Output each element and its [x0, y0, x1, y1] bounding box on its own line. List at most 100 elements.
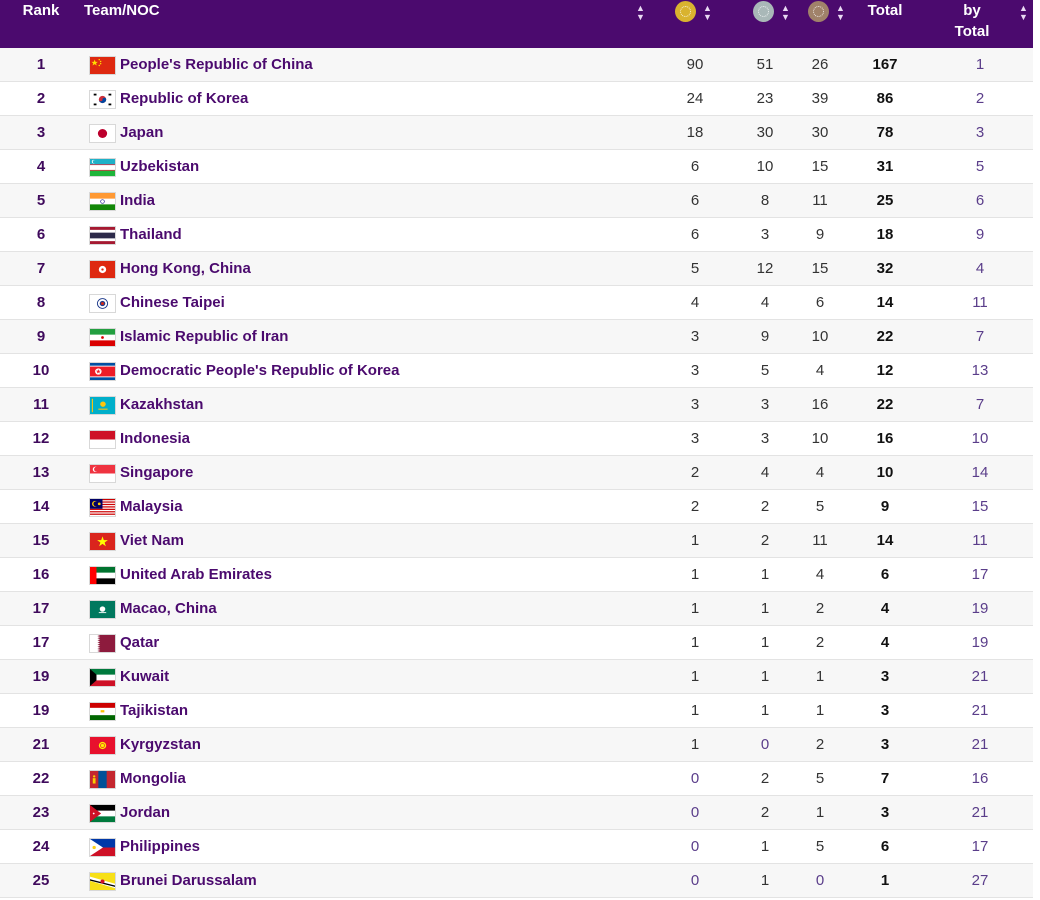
rank-by-total: 19 [971, 634, 989, 651]
silver-count: 1 [760, 600, 770, 617]
silver-count: 2 [760, 532, 770, 549]
team-link[interactable]: Democratic People's Republic of Korea [120, 362, 400, 379]
by-total-header[interactable]: by Total [950, 0, 994, 42]
table-row: 23 Jordan 0 2 1 3 21 [0, 796, 1033, 830]
silver-count: 23 [756, 90, 774, 107]
kuwait-flag-icon [89, 668, 116, 687]
bronze-count: 4 [815, 362, 825, 379]
kyrgyzstan-flag-icon [89, 736, 116, 755]
team-link[interactable]: Malaysia [120, 498, 183, 515]
table-row: 5 India 6 8 11 25 6 [0, 184, 1033, 218]
silver-count: 2 [760, 804, 770, 821]
gold-count: 24 [686, 90, 704, 107]
total-count: 9 [880, 498, 890, 515]
gold-count: 6 [690, 192, 700, 209]
team-link[interactable]: Brunei Darussalam [120, 872, 257, 889]
team-link[interactable]: Kazakhstan [120, 396, 204, 413]
qatar-flag-icon [89, 634, 116, 653]
team-link[interactable]: Qatar [120, 634, 160, 651]
rank-cell: 2 [36, 90, 46, 107]
total-count: 4 [880, 600, 890, 617]
total-count: 3 [880, 668, 890, 685]
team-link[interactable]: Jordan [120, 804, 171, 821]
team-link[interactable]: Mongolia [120, 770, 186, 787]
table-row: 12 Indonesia 3 3 10 16 10 [0, 422, 1033, 456]
philippines-flag-icon [89, 838, 116, 857]
silver-count: 5 [760, 362, 770, 379]
team-link[interactable]: Uzbekistan [120, 158, 200, 175]
rank-cell: 10 [32, 362, 50, 379]
team-link[interactable]: Philippines [120, 838, 201, 855]
team-link[interactable]: Singapore [120, 464, 194, 481]
table-body: 1 People's Republic of China 90 51 26 167 1 2 Re… [0, 48, 1033, 898]
rank-cell: 1 [36, 56, 46, 73]
team-link[interactable]: Islamic Republic of Iran [120, 328, 289, 345]
table-row: 19 Tajikistan 1 1 1 3 21 [0, 694, 1033, 728]
table-row: 6 Thailand 6 3 9 18 9 [0, 218, 1033, 252]
malaysia-flag-icon [89, 498, 116, 517]
bronze-count: 30 [811, 124, 829, 141]
kazakhstan-flag-icon [89, 396, 116, 415]
rank-by-total: 5 [975, 158, 985, 175]
team-link[interactable]: Tajikistan [120, 702, 189, 719]
gold-sort-icon[interactable]: ▲ ▼ [703, 3, 712, 22]
bronze-sort-icon[interactable]: ▲ ▼ [836, 3, 845, 22]
by-total-sort-icon[interactable]: ▲ ▼ [1019, 3, 1028, 22]
team-link[interactable]: Thailand [120, 226, 182, 243]
rank-by-total: 7 [975, 328, 985, 345]
bronze-count: 10 [811, 328, 829, 345]
team-link[interactable]: Kyrgyzstan [120, 736, 201, 753]
total-count: 31 [876, 158, 894, 175]
silver-count: 1 [760, 702, 770, 719]
gold-medal-icon[interactable] [675, 1, 696, 22]
gold-count: 0 [690, 872, 700, 889]
japan-flag-icon [89, 124, 116, 143]
silver-count: 3 [760, 430, 770, 447]
table-row: 19 Kuwait 1 1 1 3 21 [0, 660, 1033, 694]
team-header[interactable]: Team/NOC [84, 2, 160, 19]
silver-count: 4 [760, 294, 770, 311]
total-count: 32 [876, 260, 894, 277]
silver-count: 51 [756, 56, 774, 73]
gold-count: 1 [690, 566, 700, 583]
table-row: 16 United Arab Emirates 1 1 4 6 17 [0, 558, 1033, 592]
total-count: 22 [876, 328, 894, 345]
korea-flag-icon [89, 90, 116, 109]
mongolia-flag-icon [89, 770, 116, 789]
team-link[interactable]: India [120, 192, 156, 209]
bronze-count: 9 [815, 226, 825, 243]
team-link[interactable]: Republic of Korea [120, 90, 249, 107]
bronze-count: 0 [815, 872, 825, 889]
rank-cell: 5 [36, 192, 46, 209]
rank-header[interactable]: Rank [22, 2, 60, 19]
gold-count: 18 [686, 124, 704, 141]
team-link[interactable]: Chinese Taipei [120, 294, 225, 311]
rank-by-total: 10 [971, 430, 989, 447]
silver-medal-icon[interactable] [753, 1, 774, 22]
team-link[interactable]: Japan [120, 124, 164, 141]
silver-count: 8 [760, 192, 770, 209]
team-link[interactable]: Kuwait [120, 668, 170, 685]
bronze-count: 10 [811, 430, 829, 447]
bronze-medal-icon[interactable] [808, 1, 829, 22]
team-link[interactable]: People's Republic of China [120, 56, 313, 73]
team-link[interactable]: Viet Nam [120, 532, 184, 549]
team-link[interactable]: Macao, China [120, 600, 217, 617]
indonesia-flag-icon [89, 430, 116, 449]
bronze-count: 1 [815, 804, 825, 821]
table-row: 10 Democratic People's Republic of Korea 3… [0, 354, 1033, 388]
total-count: 10 [876, 464, 894, 481]
bronze-count: 2 [815, 736, 825, 753]
rank-cell: 24 [32, 838, 50, 855]
gold-count: 1 [690, 668, 700, 685]
total-header[interactable]: Total [867, 2, 903, 19]
team-link[interactable]: Indonesia [120, 430, 191, 447]
team-sort-icon[interactable]: ▲ ▼ [636, 3, 645, 22]
team-link[interactable]: Hong Kong, China [120, 260, 251, 277]
by-total-header-line1: by [963, 2, 981, 19]
rank-cell: 22 [32, 770, 50, 787]
silver-count: 2 [760, 498, 770, 515]
silver-sort-icon[interactable]: ▲ ▼ [781, 3, 790, 22]
team-link[interactable]: United Arab Emirates [120, 566, 272, 583]
